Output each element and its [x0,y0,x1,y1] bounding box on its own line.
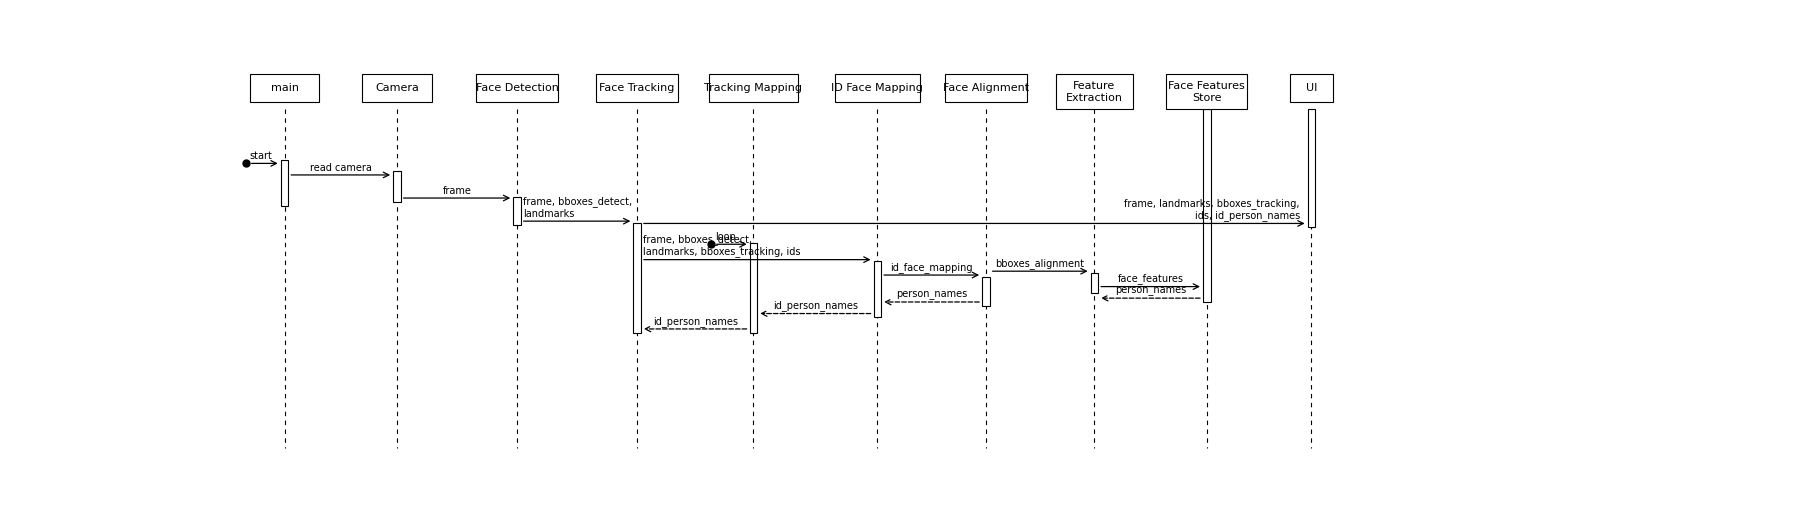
Text: face_features: face_features [1117,274,1184,284]
Text: person_names: person_names [896,290,967,300]
Bar [476,74,558,102]
Text: frame, landmarks, bboxes_tracking,
ids, id_person_names: frame, landmarks, bboxes_tracking, ids, … [1125,198,1300,221]
Bar [708,74,799,102]
Text: main: main [270,83,299,93]
Text: Face Detection: Face Detection [476,83,558,93]
Bar [362,74,431,102]
Text: Face Tracking: Face Tracking [599,83,676,93]
Text: Face Alignment: Face Alignment [944,83,1029,93]
Bar [596,74,677,102]
Bar [1308,109,1315,227]
Text: person_names: person_names [1116,286,1186,296]
Bar [634,222,641,333]
Bar [513,196,522,225]
Text: read camera: read camera [310,163,371,172]
Text: Camera: Camera [375,83,418,93]
Text: frame: frame [442,185,471,196]
Bar [1090,272,1097,293]
Bar [835,74,920,102]
Bar [393,171,400,202]
Text: loop: loop [715,232,735,242]
Text: UI: UI [1306,83,1317,93]
Bar [250,74,319,102]
Bar [982,277,991,306]
Text: id_face_mapping: id_face_mapping [891,262,973,272]
Text: ID Face Mapping: ID Face Mapping [831,83,924,93]
Bar [1166,74,1248,109]
Bar [873,261,882,317]
Text: id_person_names: id_person_names [773,300,858,311]
Text: Feature
Extraction: Feature Extraction [1067,81,1123,103]
Text: id_person_names: id_person_names [652,316,737,327]
Text: bboxes_alignment: bboxes_alignment [996,258,1085,269]
Text: frame, bboxes_detect,
landmarks, bboxes_tracking, ids: frame, bboxes_detect, landmarks, bboxes_… [643,234,800,257]
Bar [945,74,1027,102]
Bar [281,159,288,206]
Text: Tracking Mapping: Tracking Mapping [704,83,802,93]
Bar [1056,74,1134,109]
Bar [750,243,757,333]
Text: start: start [250,151,272,161]
Bar [1289,74,1333,102]
Bar [1203,109,1210,302]
Text: Face Features
Store: Face Features Store [1168,81,1246,103]
Text: frame, bboxes_detect,
landmarks: frame, bboxes_detect, landmarks [523,196,632,219]
